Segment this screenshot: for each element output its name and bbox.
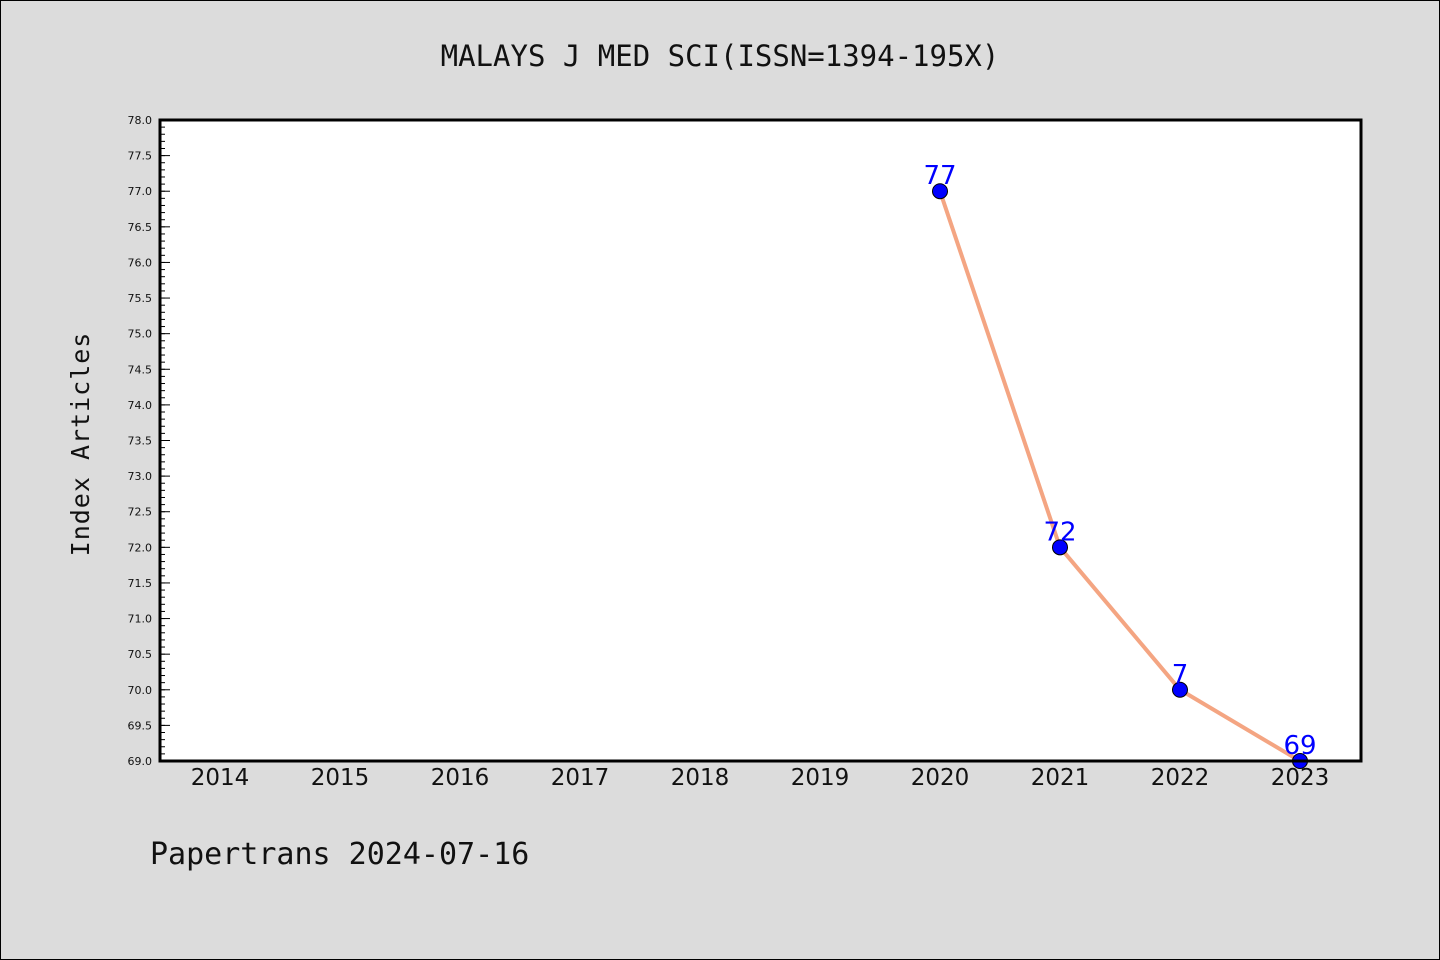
y-tick-label: 70.0 (128, 684, 153, 697)
y-tick-label: 76.0 (128, 256, 153, 269)
data-label-2021: 72 (1043, 517, 1076, 547)
plot-area (160, 120, 1361, 761)
x-tick-label: 2014 (191, 765, 250, 791)
y-axis-label: Index Articles (66, 332, 95, 557)
y-tick-label: 75.0 (128, 328, 153, 341)
y-tick-label: 69.5 (128, 719, 153, 732)
chart-title: MALAYS J MED SCI(ISSN=1394-195X) (441, 39, 1000, 73)
series-layer: 77 72 7 69 (923, 161, 1317, 769)
y-tick-label: 70.5 (128, 648, 153, 661)
y-tick-label: 77.0 (128, 185, 153, 198)
x-tick-label: 2021 (1031, 765, 1090, 791)
y-tick-label: 71.0 (128, 613, 153, 626)
data-point-2022 (1172, 681, 1188, 698)
data-label-2022: 7 (1172, 660, 1189, 690)
y-tick-label: 72.0 (128, 541, 153, 554)
series-line (938, 190, 1302, 763)
y-tick-label: 74.0 (128, 399, 153, 412)
y-tick-label: 73.0 (128, 470, 153, 483)
y-axis-ticks: 69.0 69.5 70.0 70.5 71.0 71.5 72.0 72.5 73.0 73.5… (128, 114, 170, 768)
x-axis-ticks: 2014 2015 2016 2017 2018 2019 2020 2021 2022 2023 (191, 765, 1330, 791)
y-tick-label: 76.5 (128, 221, 153, 234)
x-tick-label: 2016 (431, 765, 490, 791)
data-point-2021 (1052, 539, 1068, 556)
y-tick-label: 73.5 (128, 435, 153, 448)
data-label-2023: 69 (1283, 731, 1316, 761)
plot-border (158, 118, 1363, 763)
y-tick-label: 75.5 (128, 292, 153, 305)
y-tick-label: 69.0 (128, 755, 153, 768)
x-tick-label: 2018 (671, 765, 730, 791)
data-label-2020: 77 (923, 161, 956, 191)
y-tick-label: 74.5 (128, 363, 153, 376)
footer-credit: Papertrans 2024-07-16 (150, 837, 529, 872)
x-tick-label: 2015 (311, 765, 370, 791)
x-tick-label: 2020 (911, 765, 970, 791)
y-tick-label: 71.5 (128, 577, 153, 590)
x-tick-label: 2022 (1151, 765, 1210, 791)
data-point-2020 (932, 183, 948, 200)
x-tick-label: 2019 (791, 765, 850, 791)
y-tick-label: 77.5 (128, 150, 153, 163)
x-tick-label: 2017 (551, 765, 610, 791)
y-tick-label: 78.0 (128, 114, 153, 127)
x-tick-label: 2023 (1271, 765, 1330, 791)
y-tick-label: 72.5 (128, 506, 153, 519)
